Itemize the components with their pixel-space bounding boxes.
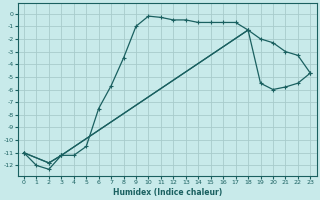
X-axis label: Humidex (Indice chaleur): Humidex (Indice chaleur) (113, 188, 222, 197)
